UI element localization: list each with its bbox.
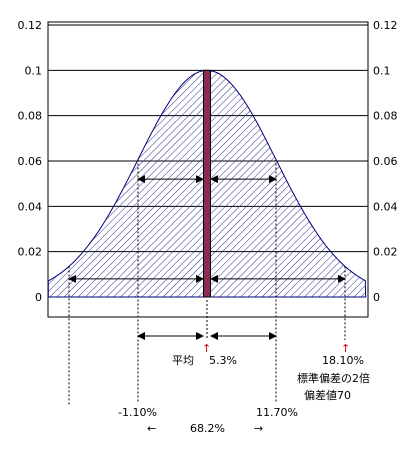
right-value: 11.70% <box>256 406 298 419</box>
upper-note-sd: 標準偏差の2倍 <box>297 371 370 385</box>
upper-up-arrow: ↑ <box>341 342 350 355</box>
y-tick-label-left: 0.08 <box>18 110 43 123</box>
y-tick-label-right: 0.1 <box>373 64 391 77</box>
y-tick-label-right: 0.12 <box>373 19 398 32</box>
y-tick-label-right: 0.06 <box>373 155 398 168</box>
y-tick-label-right: 0 <box>373 291 380 304</box>
y-tick-label-left: 0.04 <box>18 200 43 213</box>
y-tick-label-left: 0.06 <box>18 155 43 168</box>
mean-label: 平均 <box>172 354 194 367</box>
right-arrow: → <box>254 422 263 435</box>
center-percent: 68.2% <box>190 422 225 435</box>
y-tick-label-left: 0.02 <box>18 246 43 259</box>
left-value: -1.10% <box>118 406 157 419</box>
upper-note-hensachi: 偏差値70 <box>304 388 351 402</box>
y-tick-label-left: 0 <box>35 291 42 304</box>
y-tick-label-right: 0.08 <box>373 110 398 123</box>
upper-value: 18.10% <box>322 354 364 367</box>
mean-bar <box>203 69 211 298</box>
left-arrow: ← <box>147 422 156 435</box>
y-tick-label-left: 0.1 <box>25 64 43 77</box>
range-arrows <box>68 175 346 340</box>
y-axis-left: 0 0.02 0.04 0.06 0.08 0.1 0.12 <box>18 19 43 304</box>
y-axis-right: 0 0.02 0.04 0.06 0.08 0.1 0.12 <box>373 19 398 304</box>
y-tick-label-right: 0.02 <box>373 246 398 259</box>
y-tick-label-right: 0.04 <box>373 200 398 213</box>
y-tick-label-left: 0.12 <box>18 19 43 32</box>
mean-value: 5.3% <box>209 354 237 367</box>
mean-up-arrow: ↑ <box>202 342 211 355</box>
